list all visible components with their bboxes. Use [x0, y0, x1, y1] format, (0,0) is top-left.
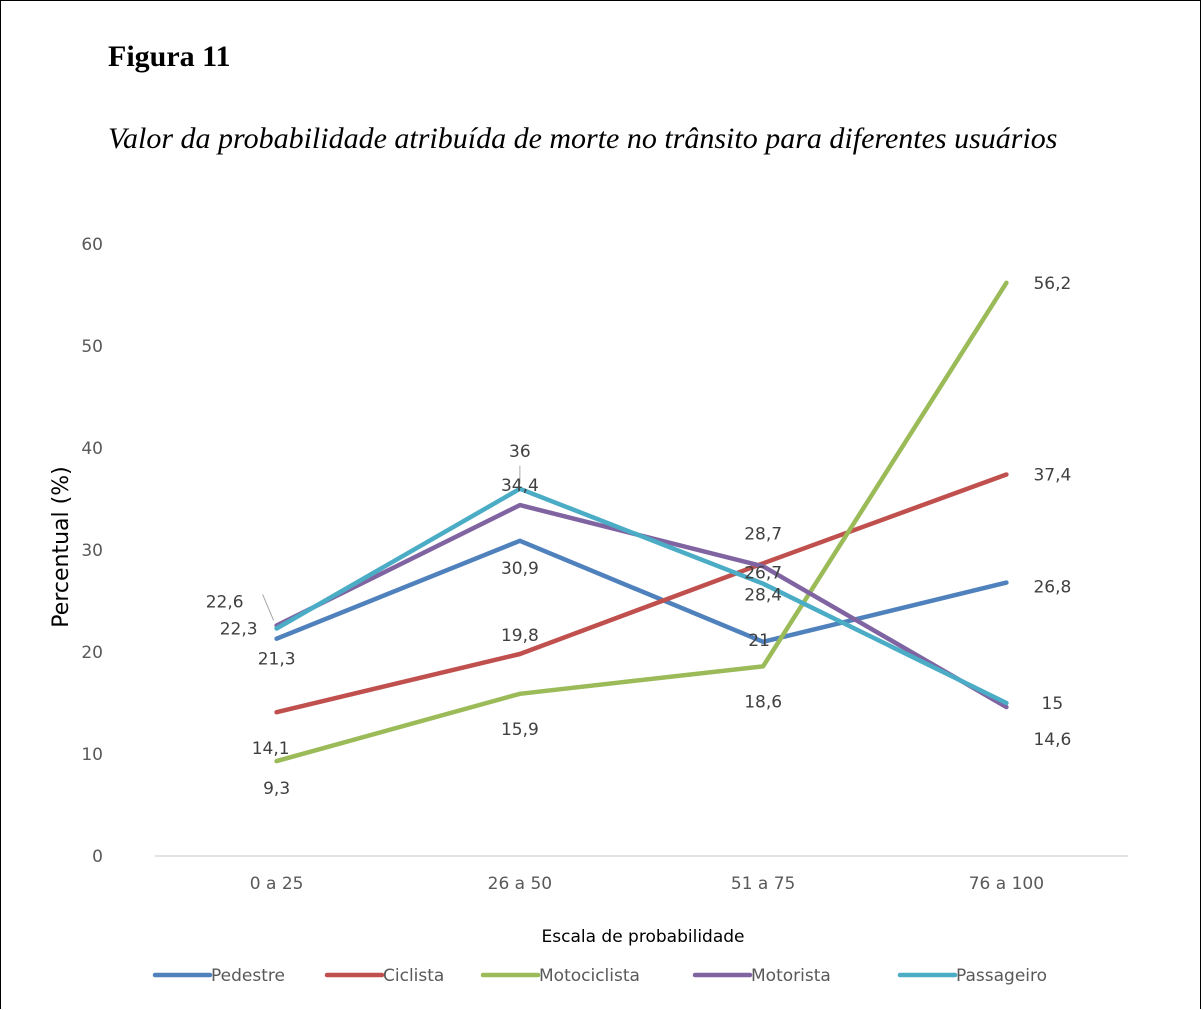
legend-label: Ciclista	[383, 966, 444, 986]
y-tick-label: 0	[92, 847, 103, 867]
data-label-ciclista: 37,4	[1033, 466, 1071, 486]
data-label-pedestre: 30,9	[501, 559, 539, 579]
legend-label: Pedestre	[211, 966, 285, 986]
data-label-motorista: 28,4	[744, 585, 782, 605]
y-tick-label: 40	[81, 439, 103, 459]
y-tick-label: 20	[81, 643, 103, 663]
data-label-motorista: 14,6	[1033, 730, 1071, 750]
y-tick-label: 60	[81, 235, 103, 255]
legend-label: Motorista	[751, 966, 831, 986]
data-label-passageiro: 22,3	[220, 620, 258, 640]
x-tick-label: 26 a 50	[488, 874, 553, 894]
data-label-pedestre: 21	[748, 631, 770, 651]
data-label-ciclista: 28,7	[744, 524, 782, 544]
y-tick-label: 10	[81, 745, 103, 765]
y-tick-label: 50	[81, 337, 103, 357]
series-line-passageiro	[274, 486, 1009, 706]
data-label-motorista: 22,6	[206, 592, 244, 612]
data-label-motociclista: 56,2	[1033, 274, 1071, 294]
series-line-pedestre	[274, 538, 1009, 645]
x-tick-label: 76 a 100	[969, 874, 1044, 894]
x-axis-title: Escala de probabilidade	[542, 927, 745, 947]
data-label-motorista: 34,4	[501, 476, 539, 496]
data-label-motociclista: 18,6	[744, 692, 782, 712]
y-tick-label: 30	[81, 541, 103, 561]
data-label-pedestre: 21,3	[258, 650, 296, 670]
data-label-motociclista: 9,3	[263, 779, 290, 799]
figure-title: Valor da probabilidade atribuída de mort…	[108, 122, 1058, 155]
data-label-ciclista: 19,8	[501, 626, 539, 646]
y-axis-title: Percentual (%)	[49, 466, 74, 627]
legend-label: Motociclista	[539, 966, 640, 986]
figure-label: Figura 11	[108, 40, 231, 73]
x-tick-label: 51 a 75	[731, 874, 796, 894]
label-leader-line	[262, 594, 275, 621]
data-label-passageiro: 15	[1042, 694, 1064, 714]
legend: Pedestre Ciclista Motociclista Motorista Pas…	[152, 966, 1047, 986]
data-label-passageiro: 36	[509, 442, 531, 462]
series-line-ciclista	[274, 472, 1009, 715]
data-label-passageiro: 26,7	[744, 564, 782, 584]
data-label-motociclista: 15,9	[501, 720, 539, 740]
data-label-pedestre: 26,8	[1033, 578, 1071, 598]
data-label-ciclista: 14,1	[252, 739, 290, 759]
legend-label: Passageiro	[956, 966, 1047, 986]
x-tick-label: 0 a 25	[250, 874, 304, 894]
series-line-motociclista	[274, 280, 1009, 764]
